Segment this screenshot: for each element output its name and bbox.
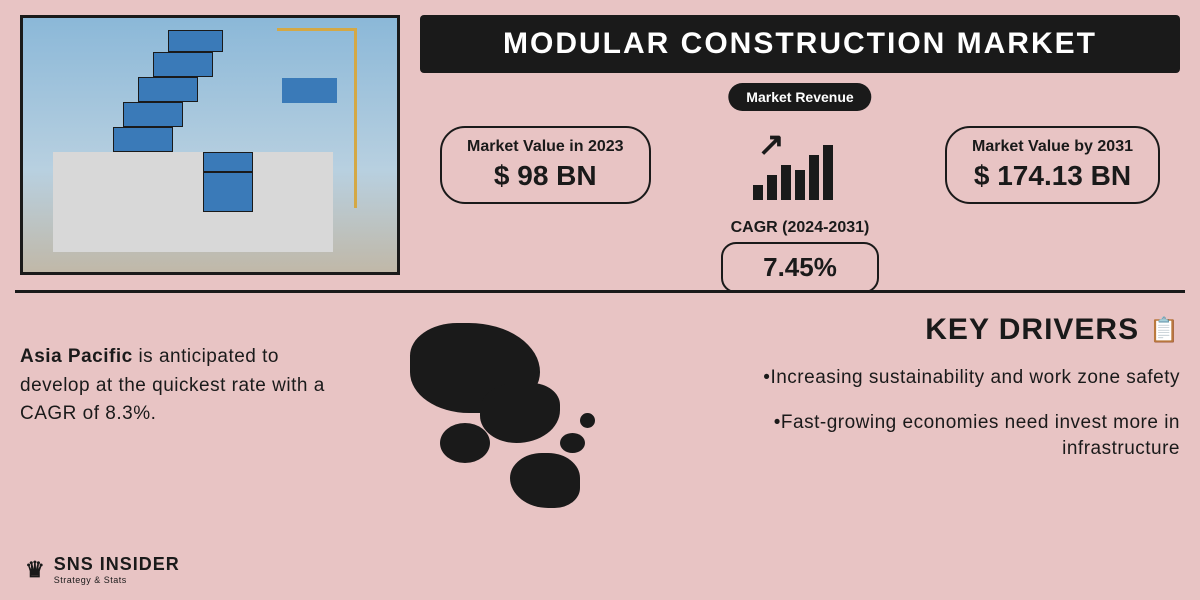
region-name: Asia Pacific (20, 346, 133, 367)
bottom-section: Asia Pacific is anticipated to develop a… (0, 293, 1200, 553)
page-title: MODULAR CONSTRUCTION MARKET (420, 15, 1180, 73)
chess-icon: ♛ (25, 557, 46, 583)
top-section: MODULAR CONSTRUCTION MARKET Market Reven… (0, 0, 1200, 290)
map-column (360, 313, 640, 533)
metric-value: $ 98 BN (467, 160, 624, 192)
logo-text: SNS INSIDER Strategy & Stats (54, 554, 180, 585)
logo-name: SNS INSIDER (54, 554, 180, 574)
drivers-title-text: KEY DRIVERS (925, 313, 1139, 347)
metric-2023: Market Value in 2023 $ 98 BN (440, 126, 651, 204)
cagr-box: 7.45% (721, 242, 879, 293)
growth-chart-icon: ↗ (753, 130, 843, 200)
metric-2031: Market Value by 2031 $ 174.13 BN (945, 126, 1160, 204)
clipboard-icon: 📋 (1149, 316, 1180, 345)
hero-image (20, 15, 400, 275)
cagr-section: CAGR (2024-2031) 7.45% (420, 219, 1180, 293)
revenue-badge: Market Revenue (728, 83, 871, 111)
cagr-value: 7.45% (763, 252, 837, 283)
metric-label: Market Value by 2031 (972, 138, 1133, 156)
brand-logo: ♛ SNS INSIDER Strategy & Stats (25, 554, 180, 585)
driver-item: •Fast-growing economies need invest more… (660, 410, 1180, 463)
asia-pacific-map-icon (380, 323, 620, 513)
drivers-title: KEY DRIVERS 📋 (660, 313, 1180, 347)
region-column: Asia Pacific is anticipated to develop a… (20, 313, 360, 533)
cagr-label: CAGR (2024-2031) (420, 219, 1180, 237)
driver-item: •Increasing sustainability and work zone… (660, 365, 1180, 392)
metric-value: $ 174.13 BN (972, 160, 1133, 192)
drivers-column: KEY DRIVERS 📋 •Increasing sustainability… (640, 313, 1180, 533)
metric-label: Market Value in 2023 (467, 138, 624, 156)
header-panel: MODULAR CONSTRUCTION MARKET Market Reven… (400, 0, 1200, 290)
region-text: Asia Pacific is anticipated to develop a… (20, 343, 340, 429)
logo-tagline: Strategy & Stats (54, 575, 180, 585)
metrics-row: Market Value in 2023 $ 98 BN ↗ Market Va… (420, 126, 1180, 204)
